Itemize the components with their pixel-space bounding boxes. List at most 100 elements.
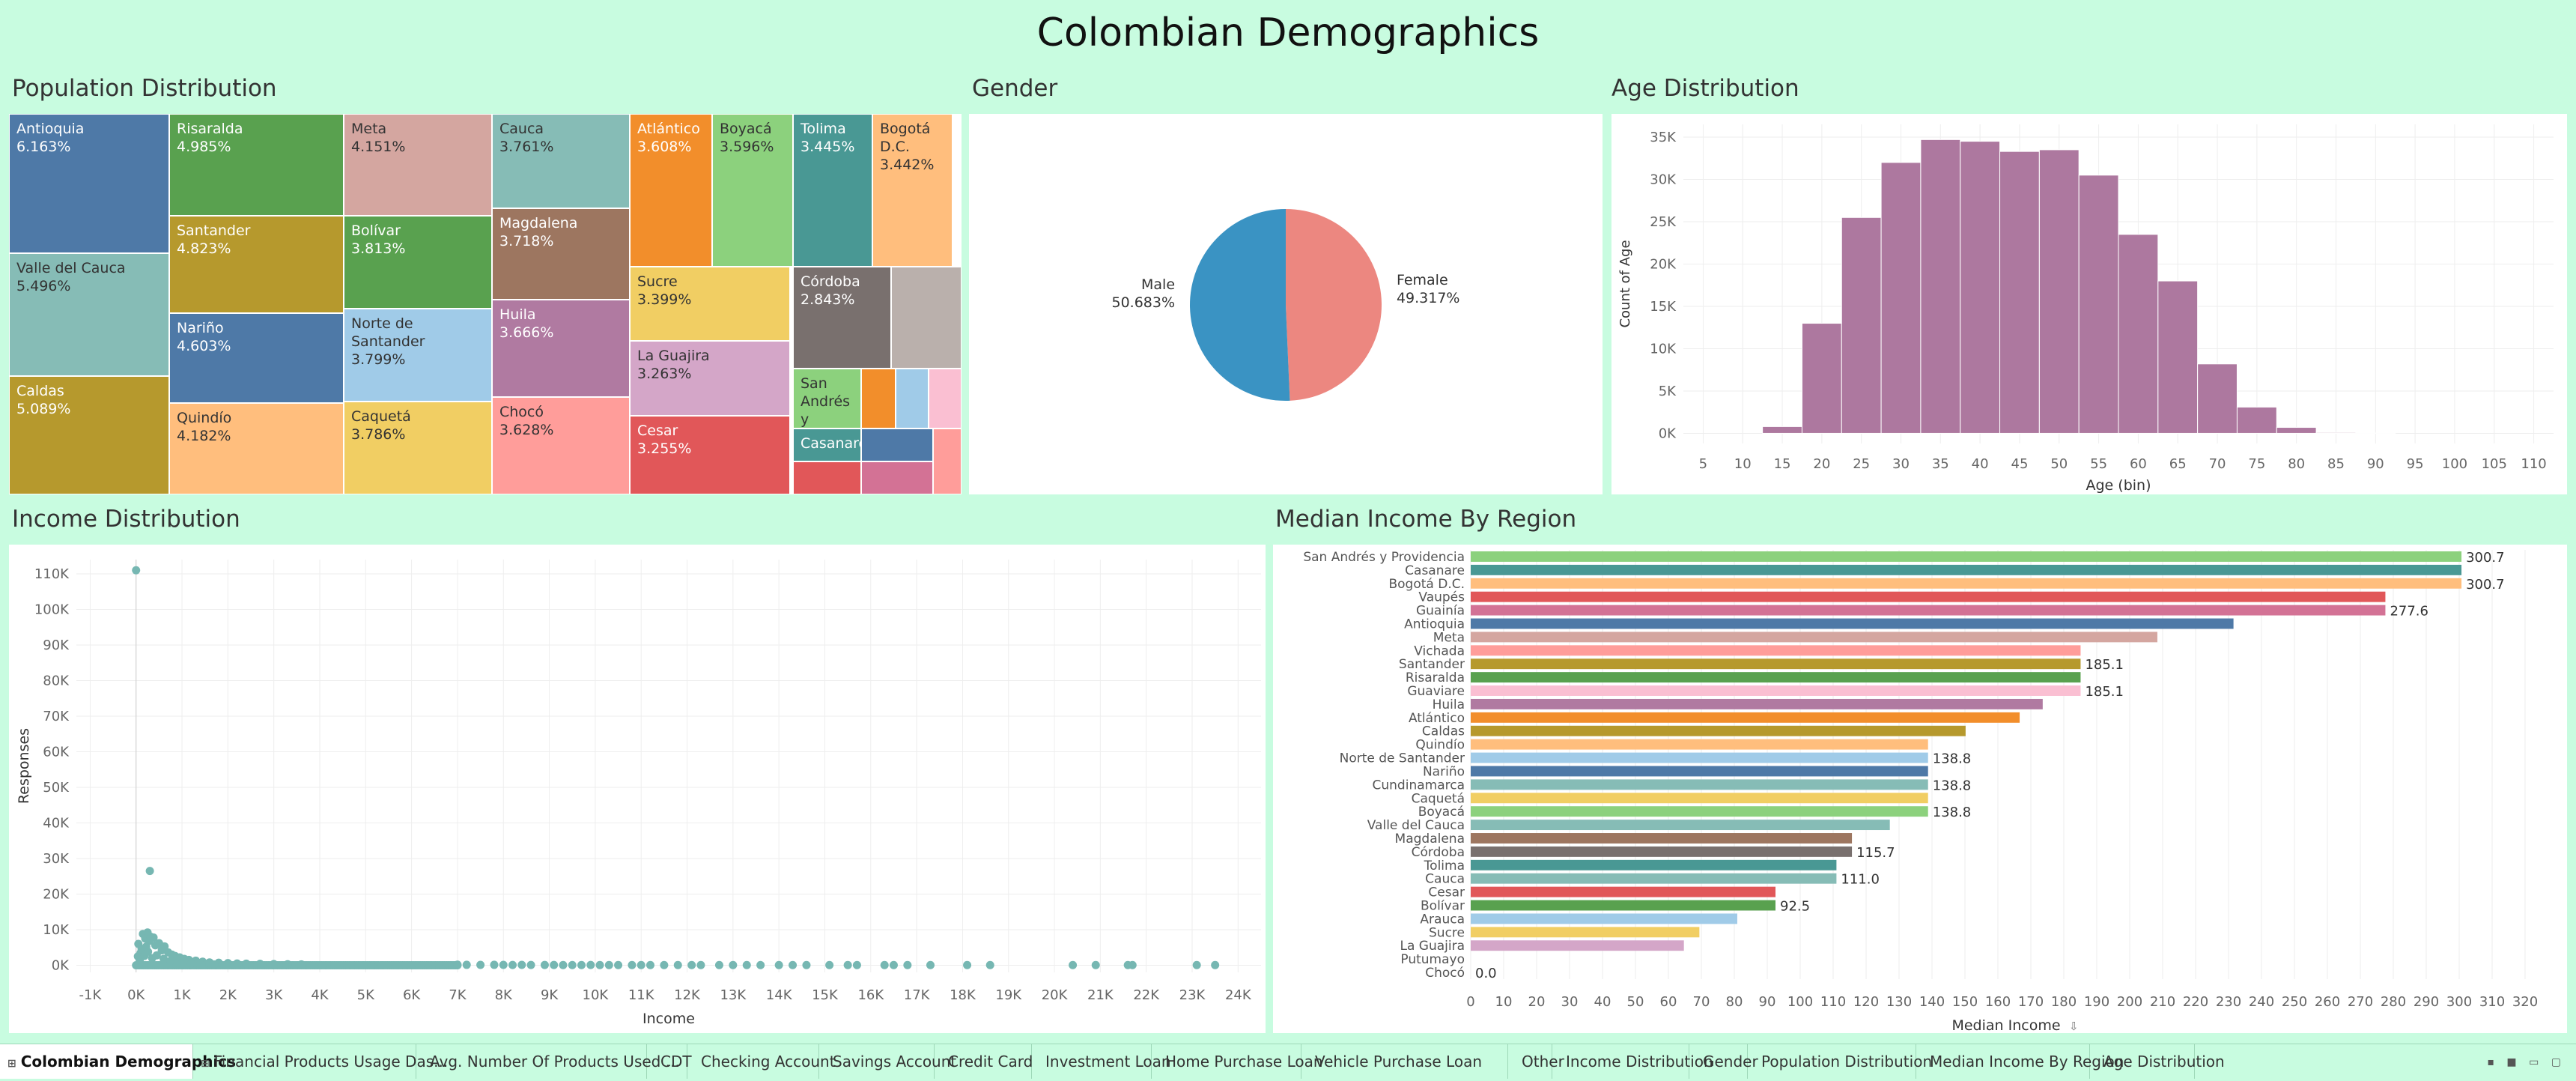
- income-point[interactable]: [476, 961, 484, 969]
- age-bar-40[interactable]: [1960, 142, 2000, 434]
- income-point[interactable]: [256, 960, 264, 968]
- income-point[interactable]: [550, 961, 558, 969]
- income-point[interactable]: [1069, 961, 1077, 969]
- income-point[interactable]: [1128, 961, 1137, 969]
- income-point[interactable]: [541, 961, 549, 969]
- treemap-cell-other-25[interactable]: [891, 267, 962, 369]
- income-point[interactable]: [605, 961, 613, 969]
- median-bar-narino[interactable]: [1471, 766, 1928, 777]
- income-point[interactable]: [577, 961, 586, 969]
- median-bar-la-guajira[interactable]: [1471, 940, 1684, 951]
- age-bar-80[interactable]: [2276, 428, 2316, 434]
- sheet-tab-other[interactable]: Other: [1508, 1044, 1552, 1079]
- view-controls[interactable]: ▪ ■ ▭ ▢: [2487, 1056, 2566, 1068]
- income-point[interactable]: [628, 961, 636, 969]
- median-bar-arauca[interactable]: [1471, 913, 1737, 924]
- sheet-tab-colombian-demographics[interactable]: ⊞Colombian Demographics: [0, 1044, 193, 1079]
- income-point[interactable]: [499, 961, 508, 969]
- income-point[interactable]: [637, 961, 645, 969]
- age-bar-35[interactable]: [1921, 139, 1960, 433]
- income-point[interactable]: [527, 961, 535, 969]
- median-bar-vichada[interactable]: [1471, 645, 2080, 655]
- median-bar-sucre[interactable]: [1471, 927, 1699, 937]
- median-bar-boyaca[interactable]: [1471, 806, 1928, 817]
- median-bar-tolima[interactable]: [1471, 860, 1836, 870]
- income-point[interactable]: [224, 959, 232, 967]
- median-bar-casanare[interactable]: [1471, 565, 2461, 575]
- median-bar-cordoba[interactable]: [1471, 847, 1852, 857]
- treemap-cell-other-29[interactable]: [861, 429, 933, 461]
- income-point[interactable]: [210, 960, 218, 969]
- age-bar-30[interactable]: [1881, 163, 1921, 434]
- sheet-tab-median-income-by-region[interactable]: Median Income By Region: [1916, 1044, 2090, 1079]
- income-point[interactable]: [1211, 961, 1219, 969]
- sheet-tab-gender[interactable]: Gender: [1689, 1044, 1748, 1079]
- income-point[interactable]: [789, 961, 797, 969]
- age-bar-55[interactable]: [2079, 175, 2118, 434]
- income-point[interactable]: [903, 961, 911, 969]
- income-point[interactable]: [825, 961, 833, 969]
- treemap-cell-other-32[interactable]: [933, 429, 962, 494]
- median-bar-antioquia[interactable]: [1471, 619, 2234, 629]
- income-point[interactable]: [146, 867, 154, 875]
- median-bar-vaupes[interactable]: [1471, 592, 2385, 602]
- sheet-tab-avg-number-of-products-used[interactable]: Avg. Number Of Products Used ...: [416, 1044, 647, 1079]
- income-point[interactable]: [196, 960, 204, 969]
- sheet-tab-investment-loan[interactable]: Investment Loan: [1032, 1044, 1152, 1079]
- treemap-cell-other-31[interactable]: [861, 461, 933, 494]
- age-bar-85[interactable]: [2316, 432, 2356, 433]
- age-bar-45[interactable]: [2000, 151, 2040, 433]
- income-point[interactable]: [284, 960, 292, 969]
- income-point[interactable]: [696, 961, 705, 969]
- median-bar-huila[interactable]: [1471, 699, 2043, 709]
- income-point[interactable]: [508, 961, 517, 969]
- treemap-cell-other-27[interactable]: [896, 369, 929, 429]
- income-point[interactable]: [187, 960, 195, 968]
- income-point[interactable]: [756, 961, 765, 969]
- sheet-tab-vehicle-purchase-loan[interactable]: Vehicle Purchase Loan: [1301, 1044, 1508, 1079]
- median-bar-atlantico[interactable]: [1471, 712, 2020, 723]
- age-bar-70[interactable]: [2198, 364, 2238, 434]
- age-bar-50[interactable]: [2039, 150, 2079, 434]
- income-point[interactable]: [490, 960, 498, 969]
- treemap-cell-other-28[interactable]: [929, 369, 962, 429]
- median-bar-meta[interactable]: [1471, 632, 2157, 642]
- income-point[interactable]: [270, 960, 278, 968]
- sheet-tab-home-purchase-loan[interactable]: Home Purchase Loan: [1152, 1044, 1301, 1079]
- income-point[interactable]: [775, 961, 783, 969]
- income-point[interactable]: [844, 961, 852, 969]
- income-point[interactable]: [233, 960, 241, 968]
- median-bar-guainia[interactable]: [1471, 605, 2385, 616]
- median-bar-valle-del-cauca[interactable]: [1471, 820, 1890, 830]
- income-point[interactable]: [986, 961, 994, 969]
- median-bar-risaralda[interactable]: [1471, 672, 2080, 682]
- income-point[interactable]: [646, 961, 654, 969]
- sheet-tab-financial-products-usage-das[interactable]: ⊞Financial Products Usage Das...: [193, 1044, 416, 1079]
- income-point[interactable]: [178, 959, 186, 967]
- treemap-cell-other-26[interactable]: [861, 369, 896, 429]
- income-point[interactable]: [660, 961, 668, 969]
- income-point[interactable]: [297, 960, 306, 969]
- income-point[interactable]: [802, 961, 810, 969]
- income-point[interactable]: [586, 961, 595, 969]
- sheet-tab-population-distribution[interactable]: Population Distribution: [1748, 1044, 1916, 1079]
- median-bar-cesar[interactable]: [1471, 887, 1775, 897]
